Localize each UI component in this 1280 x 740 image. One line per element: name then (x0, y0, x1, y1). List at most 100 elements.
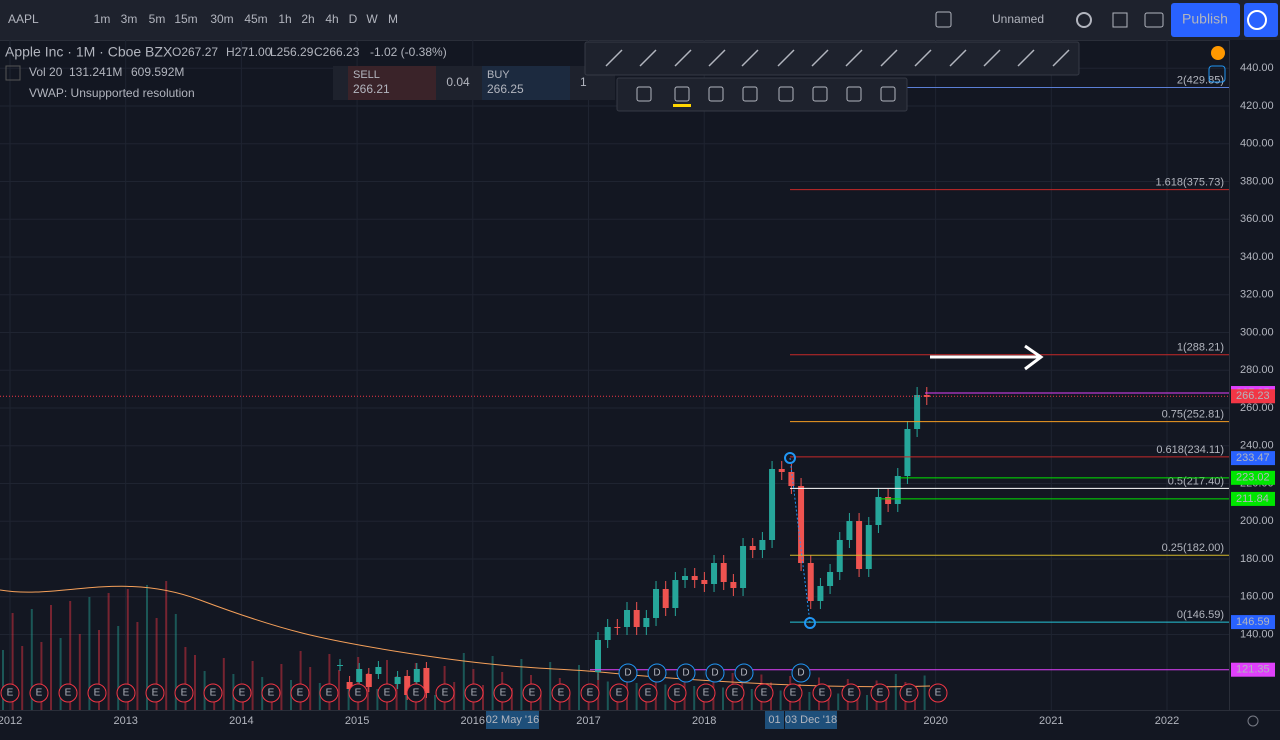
dividend-marker[interactable] (791, 663, 811, 683)
buy-label[interactable]: BUY (487, 69, 510, 81)
object-tool-icon[interactable] (778, 86, 794, 102)
earnings-marker[interactable] (87, 683, 107, 703)
candle (749, 546, 756, 550)
volume-bar (376, 689, 379, 710)
earnings-marker[interactable] (261, 683, 281, 703)
dividend-marker[interactable] (647, 663, 667, 683)
interval[interactable]: 4h (325, 12, 338, 26)
earnings-marker[interactable] (493, 683, 513, 703)
snapshot-icon[interactable] (1144, 12, 1164, 28)
interval[interactable]: 45m (244, 12, 267, 26)
earnings-marker[interactable] (290, 683, 310, 703)
tool-icon[interactable] (639, 49, 657, 67)
fib-handle[interactable] (784, 452, 796, 464)
tool-icon[interactable] (845, 49, 863, 67)
earnings-marker[interactable] (203, 683, 223, 703)
volume-bar (894, 674, 897, 710)
earnings-marker[interactable] (464, 683, 484, 703)
tool-icon[interactable] (741, 49, 759, 67)
earnings-marker[interactable] (29, 683, 49, 703)
tool-icon[interactable] (914, 49, 932, 67)
earnings-marker[interactable] (435, 683, 455, 703)
earnings-marker[interactable] (232, 683, 252, 703)
tool-icon[interactable] (811, 49, 829, 67)
earnings-marker[interactable] (841, 683, 861, 703)
layout-name[interactable]: Unnamed (992, 12, 1044, 26)
buy-price[interactable]: 266.25 (487, 82, 524, 96)
collapse-button[interactable] (5, 65, 21, 81)
earnings-marker[interactable] (145, 683, 165, 703)
dividend-marker[interactable] (618, 663, 638, 683)
tool-icon[interactable] (983, 49, 1001, 67)
axis-settings-icon[interactable] (1247, 715, 1259, 727)
earnings-marker[interactable] (348, 683, 368, 703)
object-tool-icon[interactable] (708, 86, 724, 102)
earnings-marker[interactable] (580, 683, 600, 703)
symbol[interactable]: AAPL (8, 12, 39, 26)
earnings-marker[interactable] (319, 683, 339, 703)
earnings-marker[interactable] (725, 683, 745, 703)
tool-icon[interactable] (1052, 49, 1070, 67)
replay-button[interactable] (1244, 3, 1278, 37)
earnings-marker[interactable] (609, 683, 629, 703)
earnings-marker[interactable] (638, 683, 658, 703)
sell-button[interactable] (348, 66, 436, 100)
object-tool-icon[interactable] (674, 86, 690, 102)
interval[interactable]: 3m (121, 12, 138, 26)
earnings-marker[interactable] (406, 683, 426, 703)
object-tool-icon[interactable] (742, 86, 758, 102)
candle (788, 472, 795, 486)
tool-icon[interactable] (674, 49, 692, 67)
tool-icon[interactable] (777, 49, 795, 67)
dividend-marker[interactable] (676, 663, 696, 683)
earnings-marker[interactable] (667, 683, 687, 703)
sell-price[interactable]: 266.21 (353, 82, 390, 96)
scale-icon[interactable] (1208, 65, 1226, 83)
interval[interactable]: 15m (174, 12, 197, 26)
interval[interactable]: 5m (149, 12, 166, 26)
object-tool-icon[interactable] (846, 86, 862, 102)
object-tool-icon[interactable] (880, 86, 896, 102)
interval[interactable]: M (388, 12, 398, 26)
earnings-marker[interactable] (377, 683, 397, 703)
checkbox-icon[interactable] (935, 11, 952, 28)
interval[interactable]: 1m (94, 12, 111, 26)
tool-icon[interactable] (708, 49, 726, 67)
interval[interactable]: 1h (278, 12, 291, 26)
sell-label[interactable]: SELL (353, 69, 380, 81)
earnings-marker[interactable] (754, 683, 774, 703)
dividend-marker[interactable] (734, 663, 754, 683)
publish-label[interactable]: Publish (1182, 11, 1228, 27)
interval[interactable]: D (349, 12, 358, 26)
quantity[interactable]: 1 (580, 75, 587, 89)
interval[interactable]: 2h (301, 12, 314, 26)
earnings-marker[interactable] (783, 683, 803, 703)
earnings-marker[interactable] (899, 683, 919, 703)
volume-ma (0, 585, 931, 688)
object-tool-icon[interactable] (636, 86, 652, 102)
dividend-marker[interactable] (705, 663, 725, 683)
earnings-marker[interactable] (116, 683, 136, 703)
fullscreen-icon[interactable] (1112, 12, 1128, 28)
earnings-marker[interactable] (174, 683, 194, 703)
tool-icon[interactable] (880, 49, 898, 67)
earnings-marker[interactable] (522, 683, 542, 703)
earnings-marker[interactable] (696, 683, 716, 703)
buy-button[interactable] (482, 66, 570, 100)
publish-button[interactable] (1171, 3, 1240, 37)
earnings-marker[interactable] (551, 683, 571, 703)
earnings-marker[interactable] (0, 683, 20, 703)
earnings-marker[interactable] (928, 683, 948, 703)
settings-icon[interactable] (1076, 12, 1092, 28)
interval[interactable]: 30m (210, 12, 233, 26)
warning-icon[interactable] (1211, 46, 1225, 60)
earnings-marker[interactable] (870, 683, 890, 703)
object-tool-icon[interactable] (812, 86, 828, 102)
interval[interactable]: W (366, 12, 378, 26)
tool-icon[interactable] (1017, 49, 1035, 67)
fib-handle[interactable] (804, 617, 816, 629)
tool-icon[interactable] (949, 49, 967, 67)
tool-icon[interactable] (605, 49, 623, 67)
earnings-marker[interactable] (812, 683, 832, 703)
earnings-marker[interactable] (58, 683, 78, 703)
